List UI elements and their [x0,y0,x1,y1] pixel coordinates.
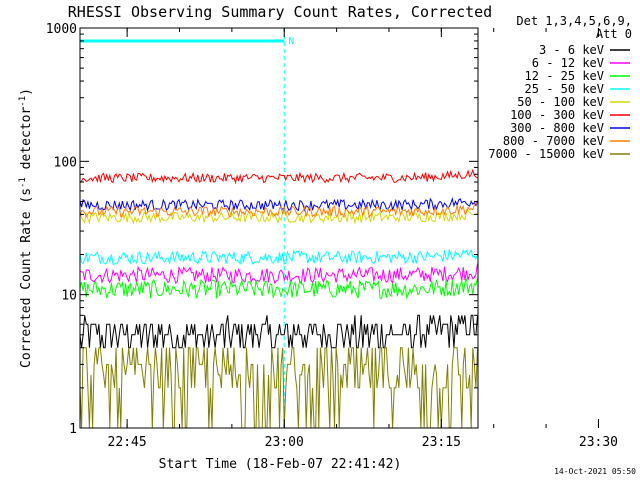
series-line [79,263,478,285]
y-tick-label: 10 [61,289,77,304]
legend-header-line1: Det 1,3,4,5,6,9, [516,14,632,28]
legend-label: 50 - 100 keV [517,95,604,109]
x-axis-label: Start Time (18-Feb-07 22:41:42) [159,457,402,472]
series-line [79,347,478,429]
legend-label: 7000 - 15000 keV [488,147,604,161]
chart-title: RHESSI Observing Summary Count Rates, Co… [68,3,492,21]
legend-label: 300 - 800 keV [510,121,604,135]
y-axis-label: Corrected Count Rate (s-1 detector-1) [18,88,34,368]
plot-frame [79,27,479,429]
legend-label: 800 - 7000 keV [503,134,604,148]
series-line [79,314,478,349]
footer-timestamp: 14-Oct-2021 05:50 [554,467,636,476]
plot-area: N [79,28,478,429]
x-tick-label: 23:00 [265,435,304,450]
legend-header-line2: Att 0 [596,27,632,41]
legend-label: 100 - 300 keV [510,108,604,122]
night-label: N [288,36,294,47]
series-line [79,248,478,265]
series-line [79,196,478,213]
series-line [79,202,478,218]
axes: 110100100022:4523:0023:1523:3023:4500:00… [46,22,618,450]
legend-label: 25 - 50 keV [525,82,604,96]
series-line [79,209,478,225]
series-line [79,278,478,300]
legend-label: 3 - 6 keV [539,43,604,57]
legend-label: 12 - 25 keV [525,69,604,83]
series-line [79,168,478,185]
x-tick-label: 23:30 [579,435,618,450]
x-tick-label: 23:15 [422,435,461,450]
x-tick-label: 22:45 [108,435,147,450]
y-tick-label: 100 [54,155,77,170]
y-tick-label: 1000 [46,22,77,37]
y-tick-label: 1 [69,422,77,437]
legend-label: 6 - 12 keV [532,56,604,70]
